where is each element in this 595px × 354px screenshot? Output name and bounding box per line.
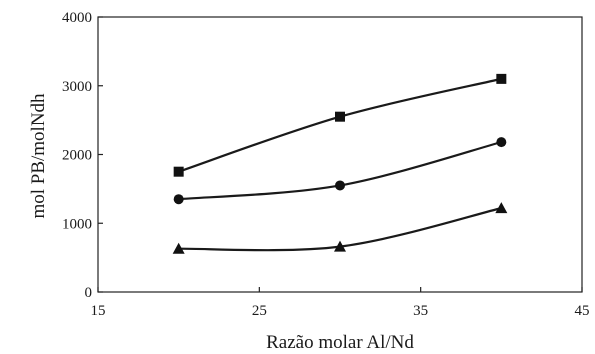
- series-square-line: [178, 77, 502, 173]
- y-tick-label: 2000: [62, 148, 92, 164]
- y-tick-label: 0: [85, 285, 93, 301]
- series-layer: [172, 73, 508, 254]
- y-axis-title: mol PB/molNdh: [28, 93, 49, 219]
- y-tick-label: 3000: [62, 79, 92, 95]
- x-tick-label: 45: [575, 303, 590, 319]
- x-tick-label: 35: [413, 303, 428, 319]
- x-tick-label: 25: [252, 303, 267, 319]
- series-circle-line: [178, 141, 502, 201]
- y-tick-label: 1000: [62, 216, 92, 232]
- data-point-triangle: [495, 202, 508, 214]
- data-point-triangle: [334, 240, 346, 252]
- data-point-square: [173, 166, 184, 177]
- y-tick-label: 4000: [62, 10, 92, 26]
- data-point-square: [496, 73, 507, 84]
- x-axis-title: Razão molar Al/Nd: [266, 332, 414, 353]
- data-point-circle: [173, 194, 184, 205]
- axes: 15 25 35 45 0 1000 2000 3000 4000: [62, 10, 590, 319]
- data-point-square: [335, 111, 345, 122]
- data-point-circle: [335, 180, 345, 191]
- data-point-triangle: [172, 242, 185, 254]
- x-tick-label: 15: [91, 303, 106, 319]
- data-point-circle: [496, 137, 507, 148]
